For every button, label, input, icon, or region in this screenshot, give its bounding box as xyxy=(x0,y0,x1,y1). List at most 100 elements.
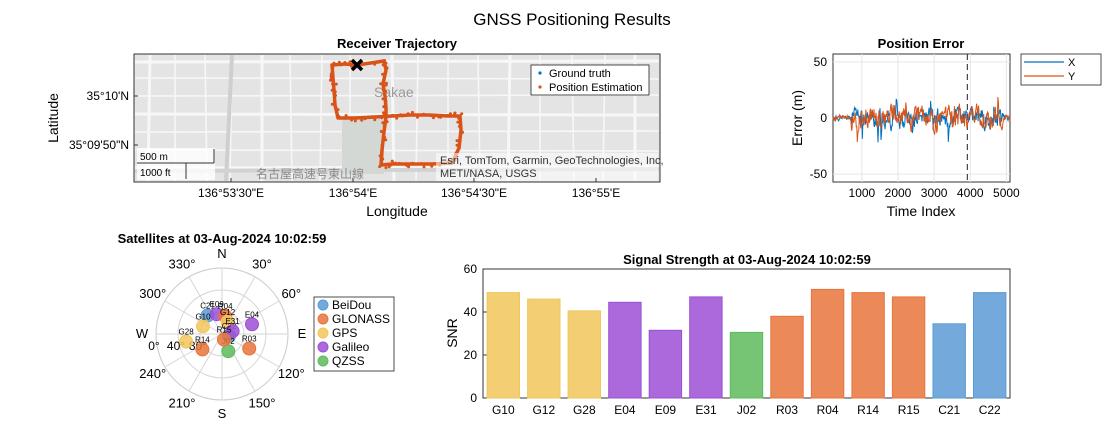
error-xtick-label: 2000 xyxy=(885,186,912,200)
map-street xyxy=(134,59,660,64)
trajectory-xtick-label: 136°54'30"E xyxy=(441,186,507,200)
snr-xtick-label: R15 xyxy=(898,403,920,417)
trajectory-point xyxy=(344,114,348,117)
error-ylabel: Error (m) xyxy=(789,90,805,146)
trajectory-point xyxy=(397,161,401,165)
trajectory-point xyxy=(370,115,374,119)
map-attribution-line2: METI/NASA, USGS xyxy=(440,168,537,180)
error-ytick-label: 0 xyxy=(820,111,827,125)
signal-strength-panel[interactable]: Signal Strength at 03-Aug-2024 10:02:59 … xyxy=(444,252,1011,417)
satellite-marker xyxy=(196,319,210,334)
trajectory-ytick-label: 35°10'N xyxy=(87,89,129,103)
skyplot-satellites: C21E09G10R04G12E04G28C22E31R14J02R03R15 xyxy=(179,300,260,359)
skyplot-azimuth-label: 150° xyxy=(249,395,276,410)
trajectory-point xyxy=(373,118,377,122)
snr-xtick-label: R03 xyxy=(776,403,798,417)
snr-ylabel: SNR xyxy=(444,318,460,348)
trajectory-point xyxy=(337,60,341,64)
error-title: Position Error xyxy=(878,36,965,51)
trajectory-legend[interactable]: Ground truth Position Estimation xyxy=(530,64,650,96)
trajectory-point xyxy=(384,138,388,142)
trajectory-point xyxy=(343,116,347,120)
skyplot-spoke xyxy=(164,300,223,335)
trajectory-point xyxy=(348,60,352,64)
trajectory-ticks: 136°53'30"E 136°54'E 136°54'30"E 136°55'E 35… xyxy=(69,89,620,200)
satellite-marker xyxy=(245,317,259,332)
snr-xtick-label: E04 xyxy=(614,403,636,417)
trajectory-point xyxy=(334,93,337,97)
map-road-label: 名古屋高速号東山線 xyxy=(256,166,364,181)
error-xtick-label: 5000 xyxy=(993,186,1020,200)
map-park xyxy=(342,118,384,174)
trajectory-point xyxy=(432,116,435,120)
trajectory-point xyxy=(380,151,383,155)
error-xtick-label: 1000 xyxy=(849,186,876,200)
snr-bar xyxy=(770,315,804,399)
trajectory-point xyxy=(411,110,414,114)
trajectory-xtick-label: 136°54'E xyxy=(329,186,377,200)
trajectory-point xyxy=(383,135,387,139)
skyplot-legend-marker xyxy=(317,355,329,367)
satellite-marker xyxy=(217,332,231,347)
trajectory-point xyxy=(329,77,333,81)
figure-title: GNSS Positioning Results xyxy=(473,10,670,29)
trajectory-point xyxy=(384,90,387,94)
trajectory-point xyxy=(332,62,336,66)
trajectory-point xyxy=(329,72,333,76)
trajectory-point xyxy=(343,61,347,64)
trajectory-point xyxy=(383,115,386,118)
trajectory-point xyxy=(378,165,382,169)
trajectory-point xyxy=(381,63,385,67)
start-marker xyxy=(350,58,364,72)
skyplot-azimuth-label: S xyxy=(218,406,227,421)
map-street xyxy=(134,149,660,152)
snr-xtick-label: G10 xyxy=(492,403,515,417)
satellite-label: C21 xyxy=(200,302,215,311)
scalebar-imperial: 1000 ft xyxy=(140,168,171,179)
trajectory-point xyxy=(380,144,384,147)
satellite-label: E09 xyxy=(210,300,225,309)
trajectory-point xyxy=(399,113,403,117)
error-xtick-label: 4000 xyxy=(957,186,984,200)
snr-ytick-label: 60 xyxy=(464,262,478,276)
skyplot-legend-marker xyxy=(317,327,329,339)
skyplot-panel[interactable]: Satellites at 03-Aug-2024 10:02:59 N 30° 6… xyxy=(118,231,395,421)
trajectory-point xyxy=(457,116,461,120)
trajectory-panel[interactable]: Receiver Trajectory Sakae 名古屋高速号東山線 Grou… xyxy=(45,36,664,219)
trajectory-point xyxy=(349,64,353,68)
trajectory-point xyxy=(458,139,462,143)
position-error-panel[interactable]: Position Error 1000 2000 3000 4000 5000 50 0 -5… xyxy=(789,36,1102,219)
snr-bar xyxy=(567,310,601,399)
trajectory-point xyxy=(330,88,334,92)
trajectory-point xyxy=(448,112,452,116)
trajectory-point xyxy=(407,165,411,169)
snr-bar xyxy=(729,331,764,399)
skyplot-azimuth-label: E xyxy=(298,326,307,341)
snr-bar xyxy=(608,301,642,399)
trajectory-point xyxy=(331,82,335,86)
skyplot-azimuth-label: 120° xyxy=(278,366,305,381)
snr-xtick-label: C22 xyxy=(979,403,1001,417)
trajectory-point xyxy=(437,115,441,119)
trajectory-point xyxy=(390,114,394,117)
snr-xtick-label: R04 xyxy=(817,403,839,417)
skyplot-title: Satellites at 03-Aug-2024 10:02:59 xyxy=(118,231,327,246)
trajectory-point xyxy=(393,161,397,165)
error-legend[interactable]: X Y xyxy=(1020,53,1102,86)
error-series-line xyxy=(832,96,1011,143)
trajectory-point xyxy=(336,108,340,112)
trajectory-point xyxy=(353,119,357,123)
satellite-marker xyxy=(179,334,194,349)
trajectory-point xyxy=(379,82,383,86)
trajectory-point xyxy=(446,114,450,117)
snr-xtick-label: C21 xyxy=(938,403,960,417)
trajectory-point xyxy=(389,163,393,167)
snr-ytick-label: 0 xyxy=(470,391,477,405)
satellite-marker xyxy=(225,324,240,339)
satellite-marker xyxy=(242,341,257,356)
trajectory-point xyxy=(373,62,377,66)
trajectory-point xyxy=(460,112,464,116)
satellite-label: E31 xyxy=(225,317,240,326)
